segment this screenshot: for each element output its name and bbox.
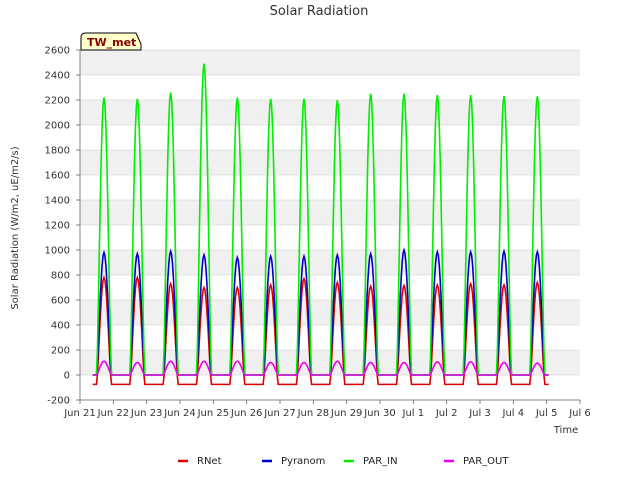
x-tick-label: Jun 21 — [63, 408, 96, 419]
grid-band — [80, 150, 580, 175]
legend-item: Pyranom — [262, 456, 325, 467]
x-tick-label: Jul 6 — [568, 408, 591, 419]
y-tick-labels: -200 0 200 400 600 800 1000 1200 1400 1600 1800 200… — [45, 46, 70, 407]
y-tick-label: -200 — [47, 396, 70, 407]
x-tick-label: Jun 27 — [263, 408, 296, 419]
x-tick-label: Jul 4 — [502, 408, 525, 419]
x-tick-label: Jul 3 — [468, 408, 491, 419]
series-layer — [92, 63, 549, 386]
axes — [76, 49, 581, 404]
site-label: TW_met — [87, 36, 136, 49]
series-line-rnet — [92, 274, 549, 386]
y-tick-label: 1000 — [45, 246, 70, 257]
y-tick-label: 2600 — [45, 46, 70, 57]
x-tick-labels: Jun 21 Jun 22 Jun 23 Jun 24 Jun 25 Jun 26 Jun … — [63, 408, 591, 419]
y-tick-label: 1600 — [45, 171, 70, 182]
series-line-par-out — [92, 360, 549, 376]
x-tick-label: Jun 26 — [230, 408, 263, 419]
x-axis-title: Time — [553, 425, 578, 436]
legend-label: Pyranom — [281, 456, 325, 467]
legend-item: RNet — [178, 456, 222, 467]
grid-band — [80, 250, 580, 275]
legend: RNet Pyranom PAR_IN PAR_OUT — [178, 456, 509, 467]
y-tick-label: 2000 — [45, 121, 70, 132]
x-tick-label: Jun 29 — [330, 408, 363, 419]
grid-band — [80, 200, 580, 225]
x-tick-label: Jul 5 — [535, 408, 558, 419]
y-tick-label: 400 — [51, 321, 70, 332]
y-tick-label: 2400 — [45, 71, 70, 82]
y-tick-label: 800 — [51, 271, 70, 282]
x-tick-label: Jun 24 — [163, 408, 196, 419]
y-tick-label: 2200 — [45, 96, 70, 107]
x-tick-label: Jun 25 — [197, 408, 230, 419]
grid-bands — [80, 50, 580, 375]
y-tick-label: 1800 — [45, 146, 70, 157]
x-tick-label: Jun 28 — [297, 408, 330, 419]
legend-label: PAR_OUT — [463, 456, 509, 467]
legend-label: PAR_IN — [363, 456, 398, 467]
y-tick-label: 200 — [51, 346, 70, 357]
site-label-box: TW_met — [80, 32, 142, 51]
grid-band — [80, 50, 580, 75]
y-axis-title: Solar Radiation (W/m2, uE/m2/s) — [10, 146, 21, 309]
x-tick-label: Jun 23 — [130, 408, 163, 419]
x-tick-label: Jul 2 — [435, 408, 458, 419]
grid-band — [80, 100, 580, 125]
y-tick-label: 600 — [51, 296, 70, 307]
y-tick-label: 1400 — [45, 196, 70, 207]
legend-label: RNet — [197, 456, 222, 467]
x-tick-label: Jun 22 — [97, 408, 130, 419]
y-tick-label: 1200 — [45, 221, 70, 232]
x-tick-label: Jun 30 — [363, 408, 396, 419]
legend-item: PAR_IN — [344, 456, 398, 467]
chart-title: Solar Radiation — [270, 4, 369, 19]
y-tick-label: 0 — [64, 371, 70, 382]
x-tick-label: Jul 1 — [402, 408, 425, 419]
grid-band — [80, 300, 580, 325]
legend-item: PAR_OUT — [444, 456, 509, 467]
